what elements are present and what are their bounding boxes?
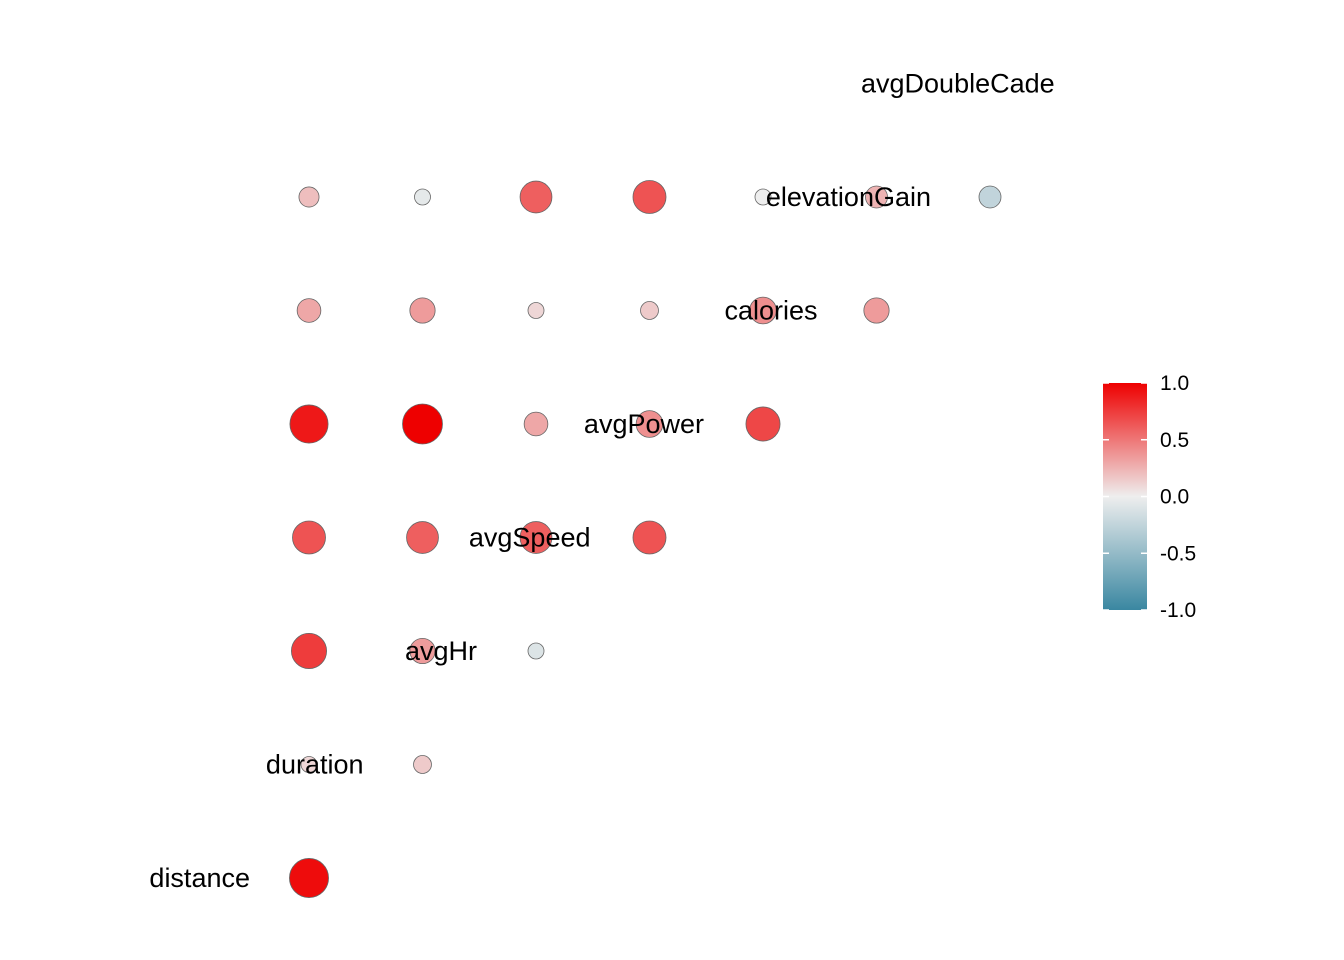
cell-calories-avgHr [523, 411, 549, 437]
cell-elevationGain-avgHr [527, 302, 545, 319]
cell-avgDoubleCadence-duration [414, 188, 431, 206]
cell-avgHr-duration [413, 755, 432, 774]
cell-calories-avgPower [745, 406, 781, 442]
cell-elevationGain-avgPower [749, 296, 777, 325]
legend-tick-label: 0.5 [1160, 429, 1189, 452]
cell-avgPower-duration [406, 521, 439, 554]
var-label-avgDoubleCadence: avgDoubleCade [861, 69, 1055, 99]
cell-avgDoubleCadence-calories [865, 185, 888, 209]
cell-duration-distance [289, 858, 329, 898]
cell-avgHr-distance [300, 756, 318, 773]
cell-calories-distance [289, 404, 329, 444]
cell-calories-avgSpeed [635, 410, 664, 438]
cell-avgSpeed-duration [409, 637, 436, 665]
var-label-avgHr: avgHr [405, 636, 477, 666]
cell-avgDoubleCadence-avgHr [519, 180, 553, 214]
cell-elevationGain-avgSpeed [640, 301, 659, 320]
cell-avgDoubleCadence-avgSpeed [632, 180, 667, 214]
variable-labels: distance duration avgHr avgSpeed avgPower cal… [149, 69, 1054, 894]
legend-tick-label: 0.0 [1160, 486, 1189, 509]
cell-avgDoubleCadence-elevationGain [978, 185, 1002, 209]
cell-avgPower-distance [292, 520, 326, 555]
var-label-elevationGain: elevationGain [766, 182, 931, 212]
cell-elevationGain-distance [296, 298, 322, 323]
cell-calories-duration [402, 403, 443, 445]
cell-elevationGain-duration [409, 297, 436, 324]
cell-avgPower-avgHr [519, 521, 553, 554]
var-label-duration: duration [266, 750, 364, 780]
cell-avgDoubleCadence-avgPower [754, 188, 772, 206]
cell-avgPower-avgSpeed [632, 520, 667, 555]
cell-elevationGain-calories [863, 297, 890, 324]
var-label-avgPower: avgPower [584, 409, 704, 439]
var-label-distance: distance [149, 863, 250, 893]
color-legend: 1.0 0.5 0.0 -0.5 -1.0 [1103, 372, 1196, 622]
legend-colorbar [1103, 383, 1147, 610]
cell-avgSpeed-distance [291, 633, 327, 669]
cell-avgDoubleCadence-distance [298, 186, 320, 208]
cell-avgSpeed-avgHr [527, 642, 545, 660]
legend-tick-label: 1.0 [1160, 372, 1189, 395]
var-label-avgSpeed: avgSpeed [469, 523, 591, 553]
legend-tick-label: -0.5 [1160, 542, 1196, 565]
cells-layer [289, 180, 1002, 898]
var-label-calories: calories [724, 296, 817, 326]
legend-tick-label: -1.0 [1160, 599, 1196, 622]
